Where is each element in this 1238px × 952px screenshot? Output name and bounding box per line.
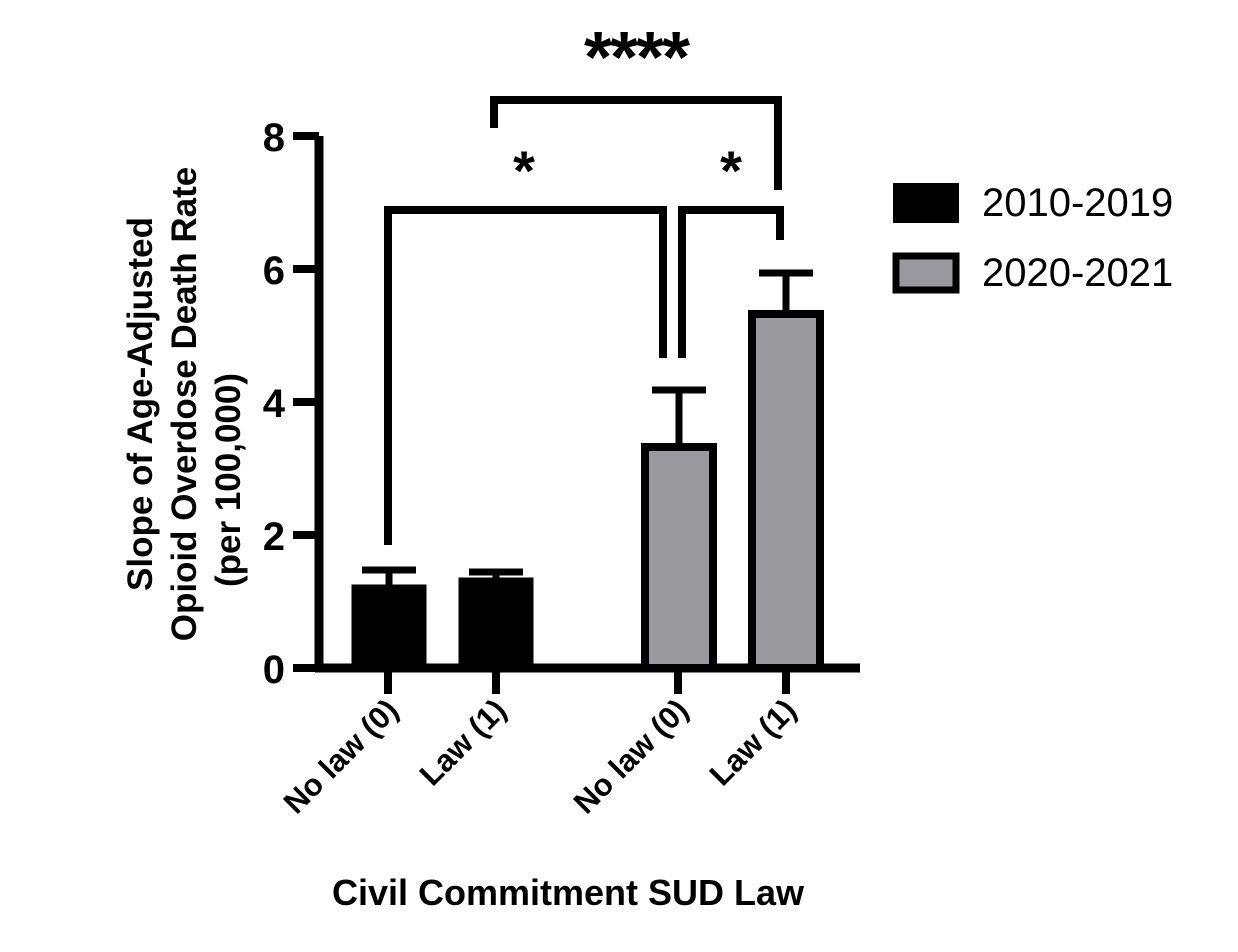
x-category-label-2: Law (1): [413, 692, 513, 792]
y-tick-label-6: 6: [263, 249, 285, 293]
bar-2020-2021-law: [748, 310, 824, 672]
y-tick-label-0: 0: [263, 648, 285, 692]
y-axis: [293, 132, 324, 672]
bar-group-4: [748, 269, 824, 672]
legend-label-2020-2021: 2020-2021: [982, 251, 1173, 295]
significance-label-left: *: [513, 139, 535, 202]
y-tick-label-8: 8: [263, 116, 285, 160]
legend-label-2010-2019: 2010-2019: [982, 181, 1173, 225]
legend-swatch-2020-2021: [892, 252, 960, 294]
significance-bracket-right-path: [678, 206, 784, 358]
bar-group-1: [351, 566, 427, 672]
x-category-label-1: No law (0): [277, 692, 405, 820]
legend-item-2020-2021[interactable]: 2020-2021: [892, 251, 1173, 295]
y-tick-label-2: 2: [263, 515, 285, 559]
legend-item-2010-2019[interactable]: 2010-2019: [893, 181, 1173, 225]
significance-label-right: *: [720, 139, 742, 202]
legend: 2010-2019 2020-2021: [892, 181, 1173, 295]
significance-bracket-left-path: [384, 206, 667, 545]
significance-bracket-right: *: [678, 139, 784, 358]
bar-2010-2019-no-law: [351, 584, 427, 672]
x-category-label-3: No law (0): [567, 692, 695, 820]
legend-swatch-2010-2019: [893, 183, 959, 223]
y-axis-title-line-3: (per 100,000): [209, 373, 248, 587]
x-axis-title: Civil Commitment SUD Law: [332, 872, 805, 913]
significance-bracket-left: *: [384, 139, 667, 545]
significance-label-top: ****: [584, 18, 690, 98]
y-axis-title-line-1: Slope of Age-Adjusted: [121, 217, 160, 591]
significance-bracket-top: ****: [490, 18, 782, 190]
bar-group-3: [641, 386, 717, 672]
y-axis-title: Slope of Age-Adjusted Opioid Overdose De…: [121, 167, 248, 642]
y-tick-label-4: 4: [263, 382, 286, 426]
x-category-label-4: Law (1): [703, 692, 803, 792]
bar-group-2: [458, 568, 534, 672]
significance-bracket-top-path: [490, 96, 782, 190]
bar-2010-2019-law: [458, 577, 534, 672]
bar-2020-2021-no-law: [641, 443, 717, 672]
y-axis-title-line-2: Opioid Overdose Death Rate: [165, 167, 204, 642]
